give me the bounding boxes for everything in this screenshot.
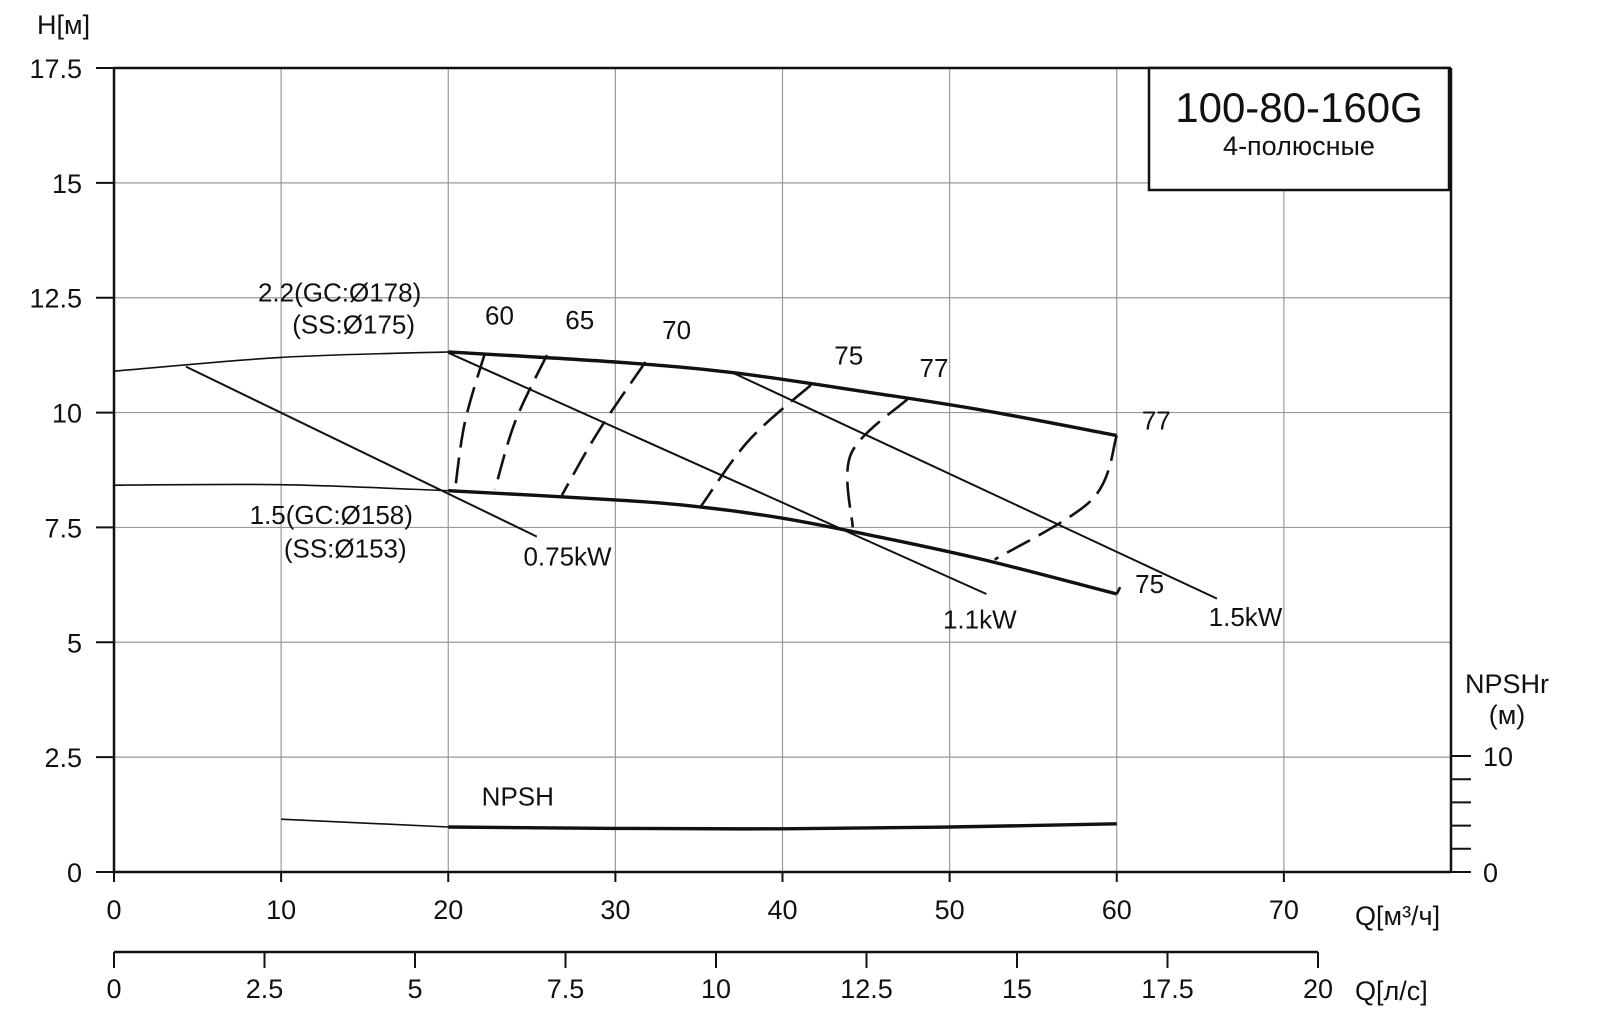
y2-tick-label: 10 [1483,742,1513,772]
curves [113,350,1218,831]
annotation-65: 65 [565,305,594,335]
curve-npsh-extension [281,818,449,828]
x-axis-title: Q[м³/ч] [1355,901,1440,931]
series-label-line1: 2.2(GC:Ø178) [258,277,421,307]
x2-tick-label: 10 [701,974,731,1004]
x-tick-label: 10 [266,895,296,925]
annotation-60: 60 [485,300,514,330]
y-tick-label: 5 [67,628,82,658]
power-line-1-1kw [447,351,987,595]
annotation-1-1kw: 1.1kW [943,605,1017,635]
efficiency-curve-65-7 [493,354,549,490]
annotation-77: 77 [920,353,949,383]
series-label-line1: 1.5(GC:Ø158) [250,500,413,530]
x2-tick-label: 12.5 [840,974,893,1004]
series-label-line2: (SS:Ø153) [284,533,407,563]
curve-1-5-gc-158 [448,489,1118,596]
curve-2-2-gc-178-extension [113,351,449,372]
axes [96,66,1471,968]
y2-axis-title-line1: NPSHr [1465,669,1549,699]
annotation-0-75kw: 0.75kW [523,542,612,572]
chart-title: 100-80-160G [1175,84,1423,131]
x2-tick-label: 5 [407,974,422,1004]
curve-2-2-gc-178 [448,350,1118,438]
chart-subtitle: 4-полюсные [1223,131,1375,161]
x-tick-label: 30 [600,895,630,925]
power-line-0-75kw [185,365,538,538]
y-tick-label: 0 [67,858,82,888]
x-tick-label: 60 [1102,895,1132,925]
efficiency-curve-60-6 [453,352,487,491]
annotation-1-5kw: 1.5kW [1209,602,1283,632]
efficiency-curve-77-11 [994,435,1119,561]
y-tick-label: 15 [52,169,82,199]
curve-1-5-gc-158-extension [113,483,449,492]
x2-tick-label: 17.5 [1141,974,1194,1004]
y2-tick-label: 0 [1483,858,1498,888]
y-axis-title: H[м] [37,10,90,40]
y-tick-label: 17.5 [29,54,82,84]
y-tick-label: 7.5 [44,513,82,543]
curve-npsh [448,822,1117,831]
x2-tick-label: 7.5 [547,974,585,1004]
y-tick-label: 2.5 [44,743,82,773]
x2-axis-title: Q[л/с] [1355,976,1428,1006]
x-tick-label: 50 [935,895,965,925]
efficiency-curve-75-12 [1115,586,1122,595]
y-tick-label: 12.5 [29,284,82,314]
efficiency-curve-75-9 [699,384,812,508]
title-box: 100-80-160G 4-полюсные [1147,66,1451,192]
x-tick-label: 70 [1269,895,1299,925]
x-tick-label: 0 [106,895,121,925]
x2-tick-label: 15 [1002,974,1032,1004]
annotation-75: 75 [834,340,863,370]
x-tick-label: 40 [767,895,797,925]
x2-tick-label: 20 [1303,974,1333,1004]
series-label-line2: (SS:Ø175) [292,310,415,340]
annotation-npsh: NPSH [482,781,554,811]
x-tick-label: 20 [433,895,463,925]
power-line-1-5kw [731,371,1218,600]
y-tick-label: 10 [52,399,82,429]
x2-tick-label: 2.5 [246,974,284,1004]
efficiency-curve-77-10 [845,397,909,528]
y2-axis-title-line2: (м) [1489,700,1526,730]
annotation-75: 75 [1135,569,1164,599]
efficiency-curve-70-8 [560,361,647,496]
annotation-77: 77 [1142,406,1171,436]
x2-tick-label: 0 [106,974,121,1004]
annotation-70: 70 [662,315,691,345]
